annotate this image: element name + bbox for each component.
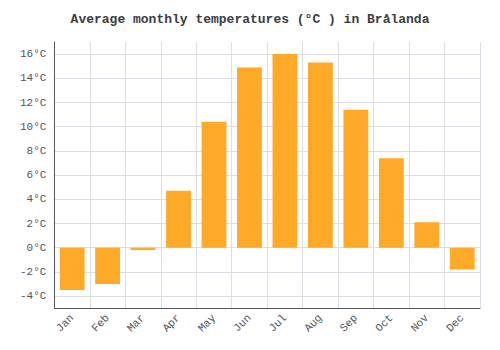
svg-text:May: May [196, 312, 219, 335]
svg-text:Oct: Oct [373, 312, 395, 334]
svg-text:Jan: Jan [54, 312, 76, 334]
svg-text:Mar: Mar [125, 312, 147, 334]
svg-text:Sep: Sep [338, 312, 360, 334]
svg-text:Aug: Aug [302, 312, 324, 334]
svg-text:-2°C: -2°C [20, 266, 47, 278]
svg-text:14°C: 14°C [20, 72, 47, 84]
svg-text:10°C: 10°C [20, 121, 47, 133]
svg-text:Apr: Apr [160, 312, 182, 334]
svg-text:Jun: Jun [231, 312, 253, 334]
svg-text:0°C: 0°C [27, 242, 47, 254]
svg-text:2°C: 2°C [27, 218, 47, 230]
svg-text:Feb: Feb [89, 312, 111, 334]
svg-text:Jul: Jul [267, 312, 289, 334]
svg-text:4°C: 4°C [27, 193, 47, 205]
svg-text:12°C: 12°C [20, 97, 47, 109]
svg-text:Nov: Nov [409, 312, 432, 335]
svg-text:Average monthly temperatures (: Average monthly temperatures (°C ) in Br… [71, 12, 430, 27]
svg-text:8°C: 8°C [27, 145, 47, 157]
svg-text:16°C: 16°C [20, 48, 47, 60]
svg-text:-4°C: -4°C [20, 290, 47, 302]
svg-text:Dec: Dec [444, 312, 466, 334]
svg-text:6°C: 6°C [27, 169, 47, 181]
